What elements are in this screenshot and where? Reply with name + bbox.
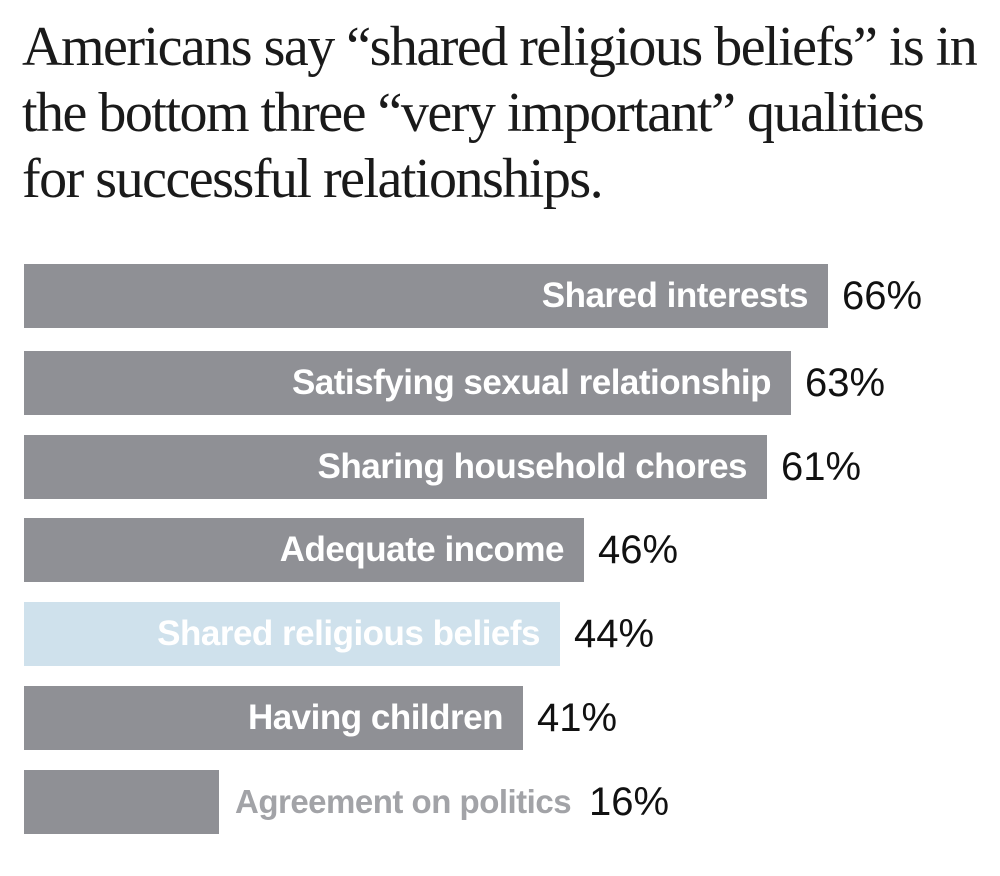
category-label: Shared religious beliefs [157, 614, 540, 653]
value-label: 66% [842, 274, 923, 318]
category-label: Sharing household chores [317, 447, 748, 486]
value-label: 61% [781, 445, 862, 489]
category-label: Having children [247, 698, 504, 737]
category-label: Agreement on politics [235, 783, 572, 820]
value-label: 44% [574, 612, 655, 656]
value-label: 46% [598, 528, 679, 572]
bar-1 [24, 264, 828, 328]
value-label: 63% [805, 361, 886, 405]
value-label: 16% [589, 780, 670, 824]
category-label: Shared interests [541, 276, 809, 315]
bar-6 [24, 686, 523, 750]
bar-3 [24, 435, 767, 499]
bar-2 [24, 351, 791, 415]
category-label: Adequate income [279, 530, 565, 569]
chart-title: Americans say “shared religious beliefs”… [22, 16, 978, 210]
value-label: 41% [537, 696, 618, 740]
bar-4 [24, 518, 584, 582]
bar-5 [24, 602, 560, 666]
category-label: Satisfying sexual relationship [291, 363, 772, 402]
bar-7 [24, 770, 219, 834]
